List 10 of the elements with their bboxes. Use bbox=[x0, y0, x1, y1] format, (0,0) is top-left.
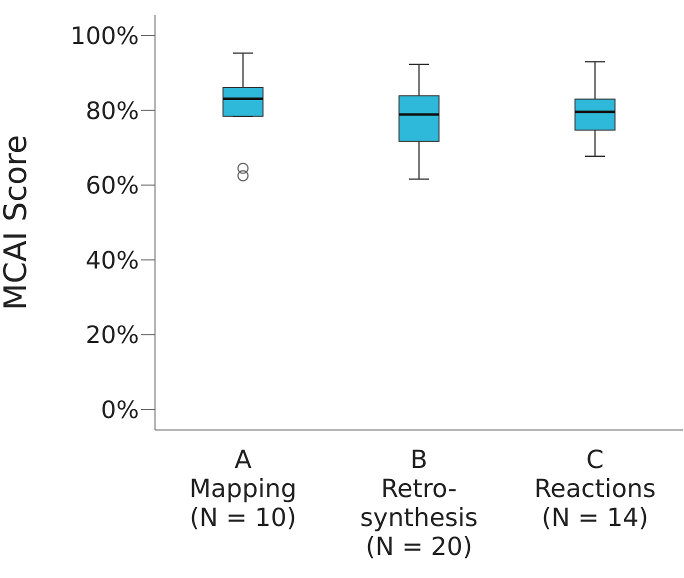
x-tick-label: C Reactions (N = 14) bbox=[534, 445, 656, 532]
y-tick-label: 40% bbox=[86, 246, 139, 274]
y-tick-label: 0% bbox=[100, 396, 139, 424]
x-tick-label: A Mapping (N = 10) bbox=[189, 445, 297, 532]
x-tick-label: B Retro- synthesis (N = 20) bbox=[360, 445, 478, 561]
y-tick-label: 60% bbox=[86, 172, 139, 200]
y-tick-label: 100% bbox=[70, 22, 139, 50]
y-axis-title: MCAI Score bbox=[0, 134, 34, 310]
y-tick-label: 20% bbox=[86, 321, 139, 350]
y-tick-label: 80% bbox=[86, 96, 139, 125]
